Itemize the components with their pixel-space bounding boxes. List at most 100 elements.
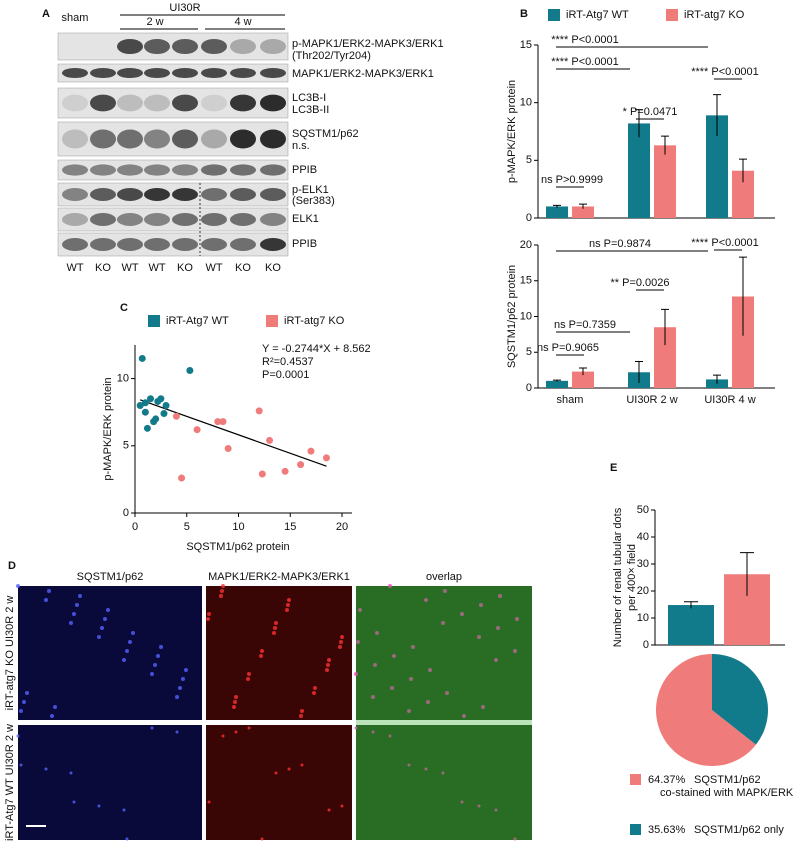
micrograph-spot [221,734,225,738]
blot-band [90,67,116,79]
micrograph-spot [326,663,330,667]
micrograph-spot [375,631,379,635]
blot-header: sham [62,12,89,24]
blot-band [260,129,286,149]
annotation: ns P>0.9999 [541,174,603,186]
micrograph-spot [273,626,277,630]
column-title: overlap [426,571,462,583]
blot-band [260,213,286,226]
y-tick-label: 10 [117,373,129,385]
y-tick-label: 0 [526,212,532,224]
micrograph-spot [424,598,428,602]
lane-label: WT [121,262,138,274]
micrograph-spot [477,635,481,639]
blot-band [172,129,198,149]
annotation: ns P=0.9065 [537,342,599,354]
error-bar [739,256,747,336]
lane-label: KO [177,262,193,274]
blot-band [172,238,198,251]
micrograph-spot [207,800,211,804]
lane-label: WT [66,262,83,274]
y-tick-label: 50 [637,504,649,516]
micrograph-spot [122,808,126,812]
micrograph-spot [72,612,76,616]
panel-label: B [520,8,528,20]
blot-band [230,38,256,55]
y-axis-label: Number of renal tubular dots [612,507,624,647]
micrograph-spot [496,626,500,630]
blot-band [117,38,143,55]
blot-band [90,188,116,201]
panel-label: D [8,560,16,572]
x-tick-label: UI30R 2 w [626,394,677,406]
legend-label: iRT-atg7 KO [684,9,745,21]
blot-band [260,38,286,55]
annotation: P=0.0001 [262,369,309,381]
y-tick-label: 0 [643,639,649,651]
error-bar [553,379,561,382]
micrograph-spot [78,594,82,598]
micrograph-spot [128,640,132,644]
bar [654,327,676,388]
micrograph-spot [441,621,445,625]
error-bar [635,109,643,138]
y-tick-label: 10 [637,612,649,624]
point [255,407,263,415]
blot-band [260,94,286,112]
micrograph-spot [300,709,304,713]
legend-swatch [666,9,678,21]
lane-label: WT [205,262,222,274]
micrograph-spot [247,726,251,730]
micrograph-spot [340,635,344,639]
point [150,418,158,426]
blot-header: 4 w [234,16,251,28]
micrograph-spot [125,837,129,841]
annotation: Y = -0.2744*X + 8.562 [262,343,371,355]
blot-band [260,164,286,176]
blot-band [172,188,198,201]
micrograph-spot [460,800,464,804]
micrograph-spot [373,663,377,667]
point [186,367,194,375]
micrograph-spot [53,705,57,709]
blot-band [230,213,256,226]
blot-band [90,213,116,226]
micrograph-spot [515,617,519,621]
y-tick-label: 0 [526,382,532,394]
bar [572,371,594,388]
error-bar [553,204,561,208]
blot-band [90,94,116,112]
micrograph [356,586,532,720]
x-tick-label: 20 [336,521,348,533]
band-label: LC3B-I [292,92,326,104]
point [307,447,315,455]
blot-band [172,38,198,55]
point [219,418,227,426]
blot-band [230,238,256,251]
blot-band [62,213,88,226]
error-bar [635,361,643,383]
micrograph-spot [159,645,163,649]
micrograph-spot [460,612,464,616]
y-tick-label: 5 [526,346,532,358]
y-tick-label: 15 [520,39,532,51]
bar [572,206,594,218]
band-label: p-MAPK1/ERK2-MAPK3/ERK1 [292,38,444,50]
blot-band [62,238,88,251]
micrograph-spot [479,603,483,607]
band-label: ELK1 [292,213,319,225]
micrograph-spot [232,705,236,709]
micrograph-spot [246,677,250,681]
micrograph-spot [125,649,129,653]
micrograph-spot [220,589,224,593]
blot-header: 2 w [146,16,163,28]
micrograph-spot [178,686,182,690]
micrograph-spot [22,700,26,704]
panel-label: C [120,302,128,314]
band-label: p-ELK1 [292,184,329,196]
blot-band [144,38,170,55]
point [138,354,146,362]
blot-band [90,129,116,149]
error-bar [740,552,754,596]
annotation: **** P<0.0001 [691,66,759,78]
